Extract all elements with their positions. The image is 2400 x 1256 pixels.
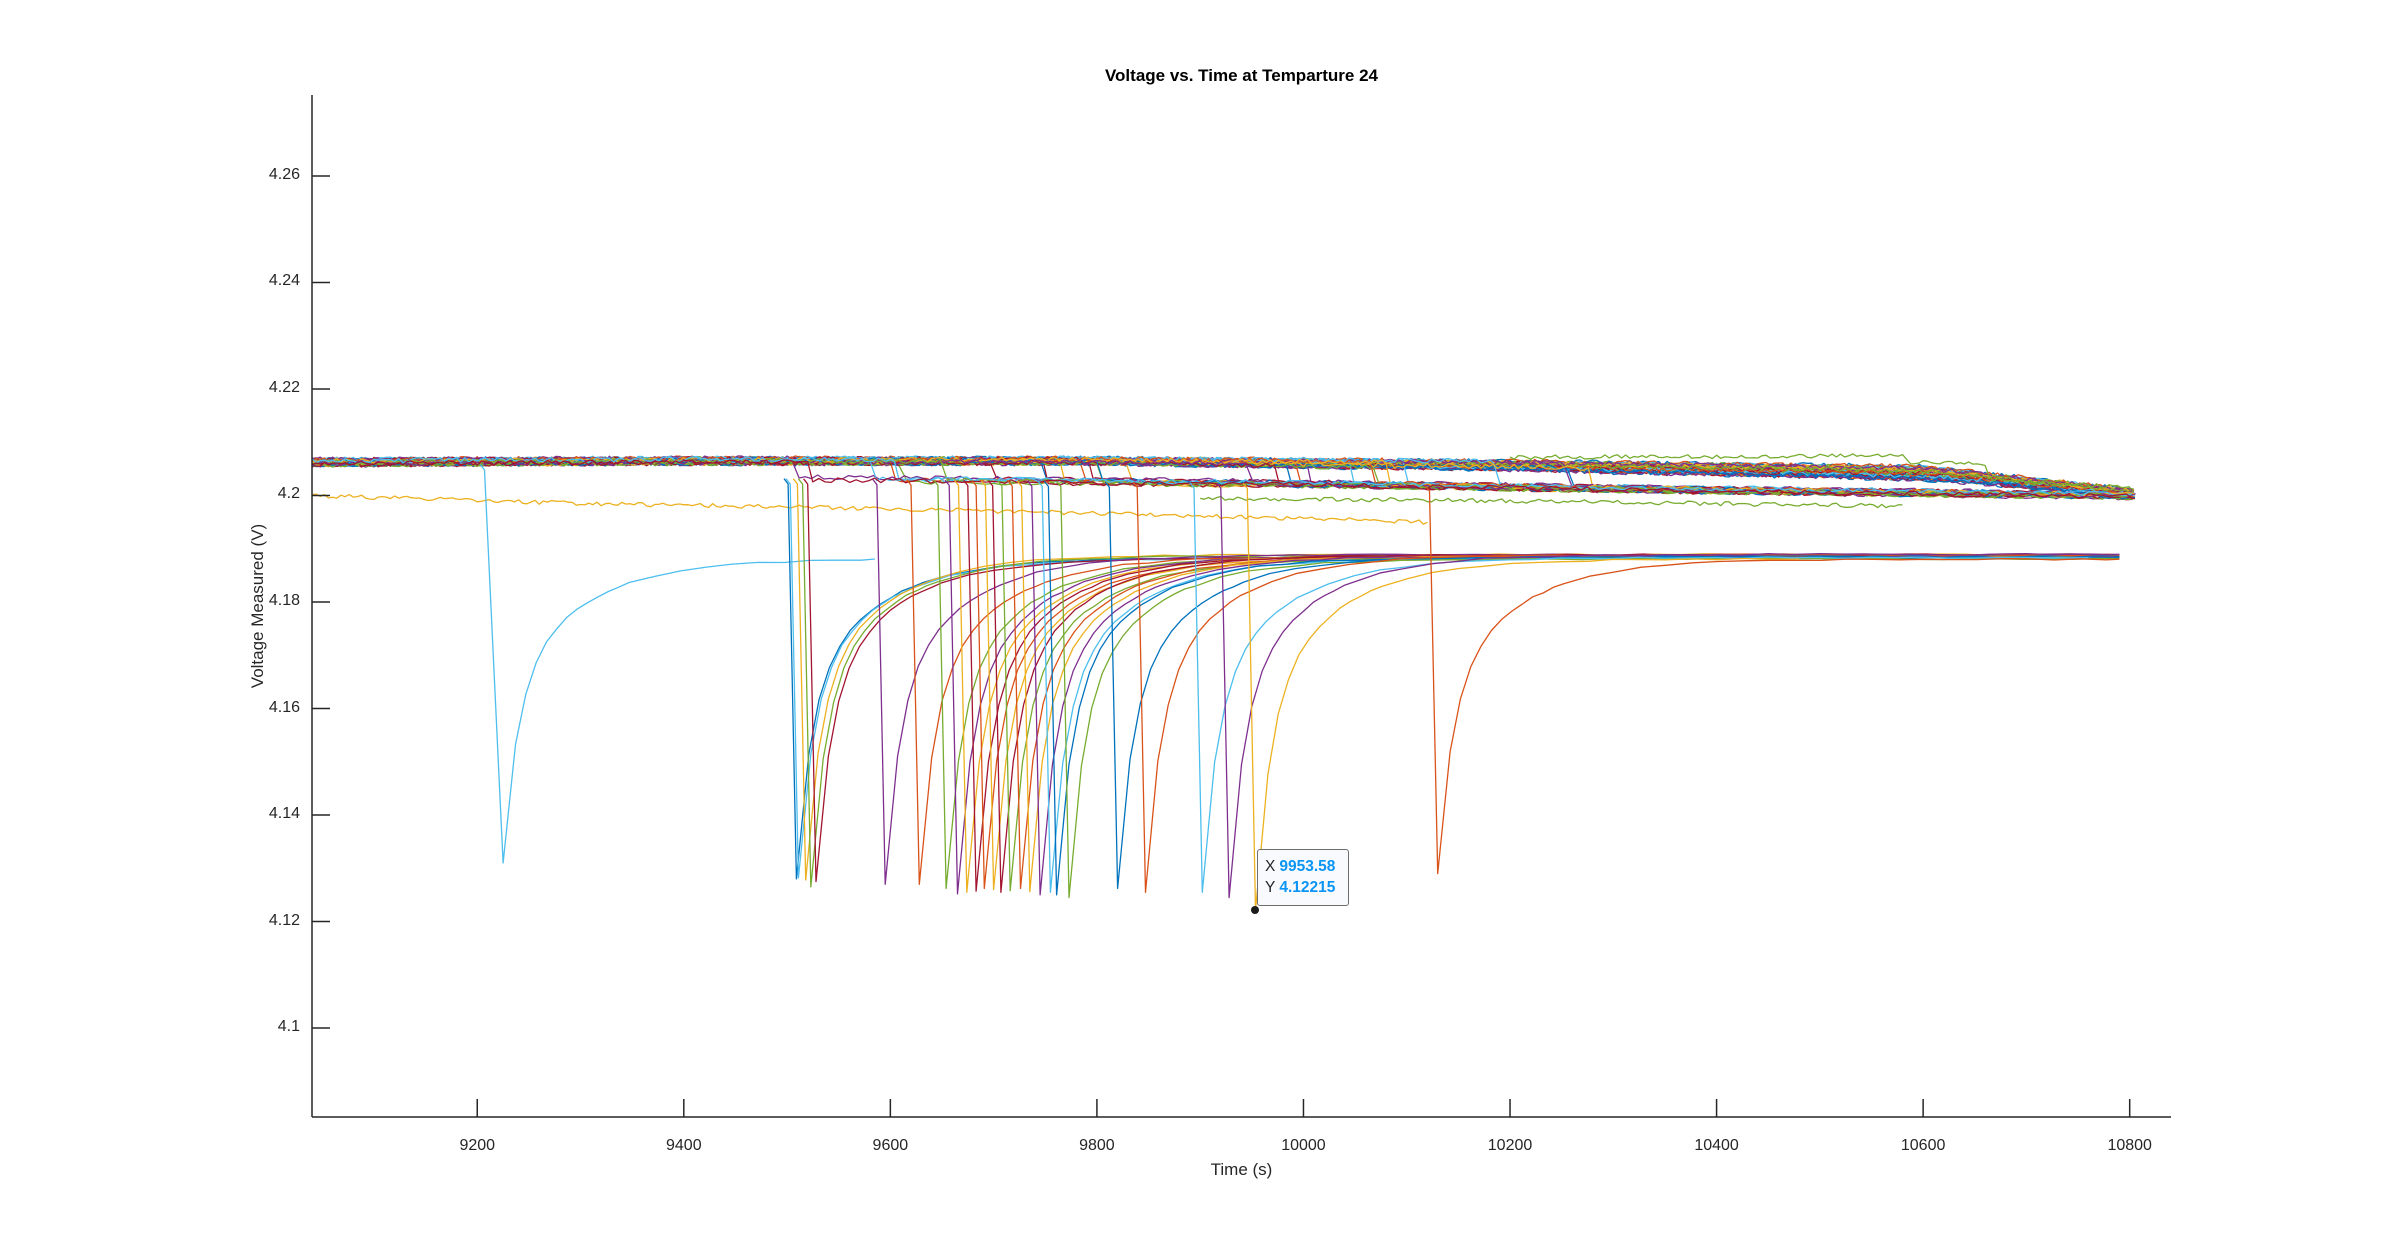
dip-recovery-trace[interactable] [1242, 482, 1800, 911]
y-tick-label: 4.18 [268, 592, 300, 609]
x-tick-label: 9400 [666, 1137, 702, 1154]
dip-recovery-trace[interactable] [785, 478, 2089, 879]
dip-recovery-trace[interactable] [933, 479, 2120, 890]
dip-recovery-trace[interactable] [1027, 480, 2120, 896]
datatip-x-label: X [1265, 858, 1276, 875]
x-tick-label: 10800 [2107, 1137, 2152, 1154]
y-tick-label: 4.1 [277, 1018, 300, 1036]
axes-lines [311, 95, 2171, 1118]
dip-recovery-trace[interactable] [1216, 482, 2120, 899]
dip-recovery-trace[interactable] [1016, 480, 2120, 893]
plateau-trace[interactable] [311, 456, 2133, 497]
x-tick-label: 10200 [1487, 1137, 1533, 1154]
x-tick-label: 10400 [1694, 1137, 1739, 1154]
x-tick-label: 9200 [459, 1137, 496, 1154]
datatip-x-row: X 9953.58 [1265, 856, 1348, 877]
yellow-low-plateau[interactable] [311, 493, 1428, 525]
dip-recovery-trace[interactable] [906, 479, 2120, 885]
green-step-trace[interactable] [1509, 453, 2130, 489]
dip-recovery-trace[interactable] [1056, 480, 2120, 899]
datatip-y-label: Y [1265, 879, 1276, 896]
y-tick-label: 4.14 [268, 805, 300, 823]
dip-recovery-trace[interactable] [479, 464, 875, 864]
dip-recovery-trace[interactable] [997, 480, 2120, 892]
chart-title: Voltage vs. Time at Temparture 24 [1104, 66, 1379, 85]
dip-recovery-trace[interactable] [963, 479, 2120, 892]
y-tick-label: 4.26 [268, 165, 300, 183]
datatip[interactable]: X 9953.58 Y 4.12215 [1257, 849, 1349, 906]
dip-recovery-trace[interactable] [1424, 485, 2120, 875]
plateau-trace[interactable] [311, 459, 2133, 500]
dip-recovery-trace[interactable] [1132, 481, 2120, 893]
dip-recovery-trace[interactable] [1189, 482, 2089, 893]
line-series-group [311, 453, 2136, 911]
dip-recovery-trace[interactable] [1037, 480, 2120, 893]
y-tick-label: 4.2 [277, 485, 300, 503]
datatip-y-value: 4.12215 [1279, 879, 1336, 896]
x-tick-label: 9800 [1079, 1137, 1115, 1154]
y-tick-label: 4.16 [268, 698, 300, 716]
datatip-y-row: Y 4.12215 [1265, 877, 1348, 898]
x-tick-label: 10600 [1900, 1137, 1946, 1154]
dip-recovery-trace[interactable] [987, 480, 2120, 893]
y-tick-label: 4.24 [268, 272, 300, 290]
y-tick-label: 4.22 [268, 378, 300, 396]
datatip-x-value: 9953.58 [1279, 858, 1336, 875]
green-low-plateau[interactable] [1200, 495, 1903, 509]
datatip-marker[interactable] [1251, 906, 1259, 914]
x-tick-label: 10000 [1281, 1137, 1326, 1154]
dip-recovery-trace[interactable] [953, 479, 2120, 893]
dip-recovery-trace[interactable] [1104, 481, 2120, 890]
dip-recovery-trace[interactable] [944, 479, 2120, 895]
x-tick-label: 9600 [872, 1137, 909, 1154]
y-tick-label: 4.12 [268, 911, 300, 929]
dip-recovery-trace[interactable] [1043, 480, 2120, 896]
x-axis-label: Time (s) [1210, 1160, 1273, 1179]
